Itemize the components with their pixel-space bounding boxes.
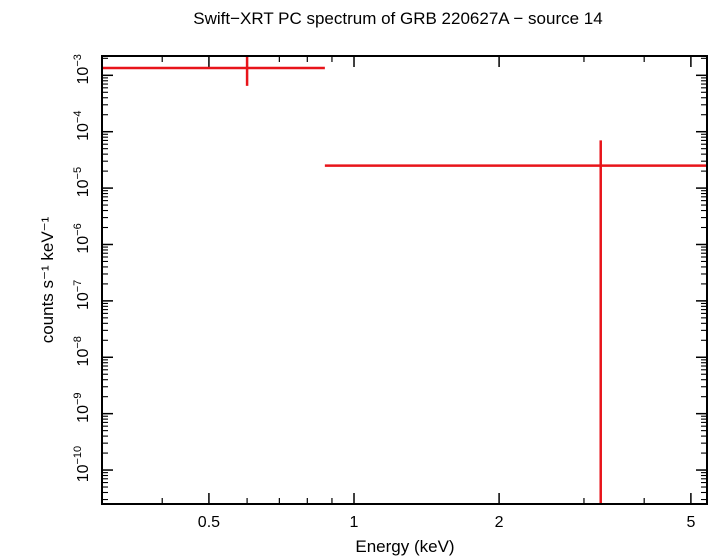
x-tick-label: 5 (686, 514, 695, 531)
y-tick-label: 10−4 (72, 111, 92, 141)
y-tick-label: 10−7 (72, 280, 92, 310)
y-tick-label: 10−3 (72, 54, 92, 84)
x-tick-label: 1 (350, 514, 359, 531)
y-tick-label: 10−10 (72, 446, 92, 482)
x-tick-label: 0.5 (198, 514, 220, 531)
y-tick-label: 10−8 (72, 336, 92, 366)
x-tick-label: 2 (495, 514, 504, 531)
y-tick-label: 10−5 (72, 167, 92, 197)
y-axis-label: counts s⁻¹ keV⁻¹ (38, 216, 57, 343)
y-tick-label: 10−9 (72, 392, 92, 422)
y-tick-label: 10−6 (72, 223, 92, 253)
chart-title: Swift−XRT PC spectrum of GRB 220627A − s… (193, 9, 602, 28)
plot-frame (101, 55, 708, 505)
x-axis-label: Energy (keV) (355, 537, 454, 556)
